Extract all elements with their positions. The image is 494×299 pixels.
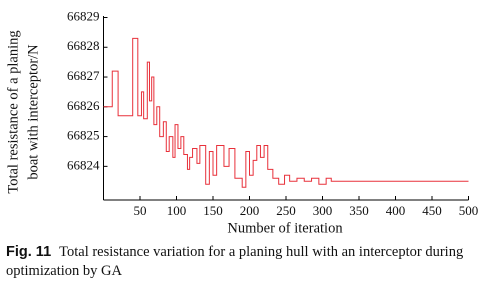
x-tick-label: 450 (422, 203, 442, 218)
data-line (103, 37, 469, 188)
y-axis-label: boat with interceptor/N (25, 44, 41, 180)
x-tick-label: 350 (349, 203, 369, 218)
y-tick-label: 66824 (67, 157, 100, 172)
x-tick-label: 300 (313, 203, 333, 218)
x-tick-label: 250 (276, 203, 296, 218)
y-tick-label: 66825 (67, 128, 100, 143)
y-tick-label: 66829 (67, 8, 100, 23)
figure-label: Fig. 11 (6, 244, 52, 260)
x-tick-label: 200 (240, 203, 260, 218)
x-tick-label: 400 (386, 203, 406, 218)
x-tick-label: 150 (203, 203, 223, 218)
y-tick-label: 66826 (67, 98, 100, 113)
y-axis-label: Total resistance of a planing (5, 30, 21, 193)
chart: Total resistance of a planing boat with … (5, 8, 479, 236)
x-axis-label: Number of iteration (227, 220, 343, 236)
x-tick-label: 500 (459, 203, 479, 218)
y-tick-label: 66827 (67, 68, 100, 83)
y-tick-label: 66828 (67, 38, 100, 53)
caption-text: Total resistance variation for a planing… (6, 244, 464, 279)
x-tick-label: 50 (134, 203, 147, 218)
x-tick-label: 100 (167, 203, 187, 218)
caption: Fig. 11 Total resistance variation for a … (6, 243, 490, 281)
